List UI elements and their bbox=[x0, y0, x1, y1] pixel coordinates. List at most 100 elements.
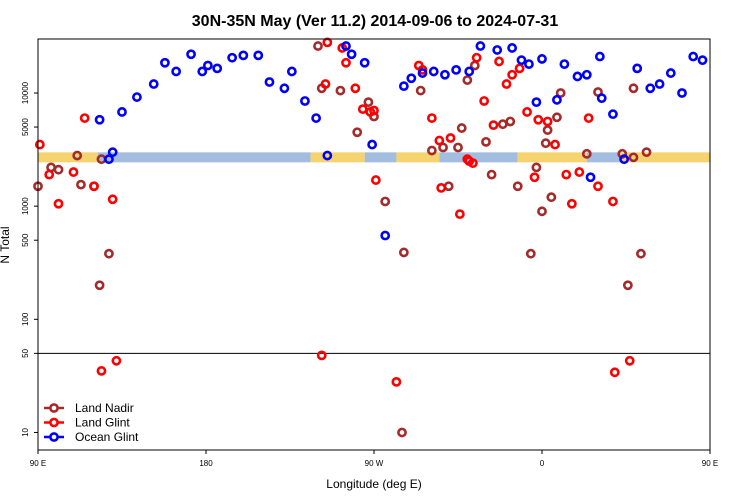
data-point bbox=[546, 192, 557, 203]
data-point bbox=[417, 68, 428, 78]
data-point bbox=[227, 52, 238, 63]
data-point bbox=[94, 114, 105, 125]
data-point bbox=[501, 79, 512, 89]
data-point bbox=[380, 196, 391, 207]
data-point bbox=[53, 164, 64, 175]
data-point bbox=[72, 150, 83, 161]
legend-label: Land Nadir bbox=[75, 401, 134, 415]
data-point bbox=[593, 181, 603, 192]
data-point bbox=[316, 350, 327, 361]
legend-marker bbox=[49, 403, 59, 413]
data-point bbox=[632, 63, 643, 74]
data-point bbox=[507, 69, 518, 80]
data-point bbox=[279, 83, 290, 94]
data-point bbox=[529, 172, 540, 183]
band-segment bbox=[97, 152, 311, 163]
legend-marker bbox=[49, 432, 59, 442]
data-point bbox=[486, 169, 497, 180]
data-point bbox=[475, 41, 486, 51]
data-point bbox=[561, 169, 572, 180]
data-point bbox=[96, 366, 107, 376]
data-point bbox=[583, 113, 594, 123]
chart-title: 30N-35N May (Ver 11.2) 2014-09-06 to 202… bbox=[192, 13, 559, 30]
legend-marker bbox=[49, 417, 59, 428]
band-segment bbox=[364, 152, 397, 163]
data-point bbox=[451, 64, 462, 75]
y-tick-label: 5000 bbox=[21, 118, 30, 136]
data-point bbox=[471, 52, 482, 63]
data-point bbox=[522, 107, 532, 117]
data-point bbox=[596, 93, 607, 104]
data-point bbox=[398, 81, 409, 92]
data-point bbox=[363, 97, 374, 108]
data-point bbox=[370, 175, 381, 185]
y-tick-label: 10 bbox=[21, 427, 30, 436]
data-point bbox=[481, 136, 491, 147]
data-point bbox=[479, 96, 490, 106]
data-point bbox=[436, 182, 447, 193]
data-point bbox=[624, 355, 635, 366]
data-point bbox=[497, 119, 508, 130]
x-axis: 90 E 180 90 W 0 90 E bbox=[30, 450, 718, 468]
data-point bbox=[572, 71, 583, 82]
data-point bbox=[391, 376, 402, 387]
data-point bbox=[581, 69, 592, 80]
data-point bbox=[440, 69, 450, 80]
data-point bbox=[566, 198, 577, 209]
band-segment bbox=[517, 152, 587, 163]
data-point bbox=[555, 88, 566, 98]
data-point bbox=[505, 116, 516, 127]
data-point bbox=[160, 57, 170, 68]
data-point bbox=[645, 83, 656, 94]
data-point bbox=[186, 49, 196, 60]
data-point bbox=[238, 50, 249, 61]
data-point bbox=[53, 198, 64, 209]
data-point bbox=[525, 248, 536, 259]
x-tick-label: 90 W bbox=[365, 459, 384, 468]
y-tick-label: 500 bbox=[21, 233, 30, 247]
data-point bbox=[665, 68, 676, 78]
data-point bbox=[438, 142, 448, 153]
data-point bbox=[434, 135, 445, 146]
y-axis-label: N Total bbox=[0, 226, 12, 263]
data-point bbox=[514, 63, 525, 74]
data-point bbox=[531, 162, 542, 173]
x-axis-label: Longitude (deg E) bbox=[326, 477, 421, 491]
data-point bbox=[44, 169, 55, 180]
data-point bbox=[462, 75, 473, 85]
data-point bbox=[552, 112, 562, 123]
data-point bbox=[542, 116, 553, 127]
data-point bbox=[542, 125, 553, 135]
data-point bbox=[111, 355, 122, 366]
data-point bbox=[104, 154, 114, 165]
data-point bbox=[352, 127, 363, 138]
data-point bbox=[346, 49, 357, 60]
series-land-nadir bbox=[33, 41, 652, 438]
y-axis: 10 50 100 500 1000 5000 10000 bbox=[21, 81, 38, 437]
x-tick-label: 90 E bbox=[30, 459, 46, 468]
y-tick-label: 1000 bbox=[21, 197, 30, 215]
data-point bbox=[311, 113, 322, 123]
x-tick-label: 90 E bbox=[702, 459, 718, 468]
data-point bbox=[609, 367, 620, 378]
data-point bbox=[608, 109, 618, 120]
data-point bbox=[341, 41, 351, 51]
data-point bbox=[641, 147, 652, 158]
data-point bbox=[104, 248, 114, 259]
band-segment bbox=[620, 152, 710, 163]
data-point bbox=[107, 147, 118, 158]
data-point bbox=[426, 145, 437, 156]
data-point bbox=[398, 247, 409, 258]
data-point bbox=[512, 181, 523, 192]
data-point bbox=[488, 120, 499, 131]
y-tick-label: 50 bbox=[21, 348, 30, 357]
data-point bbox=[628, 83, 639, 94]
data-point bbox=[540, 138, 551, 149]
data-point bbox=[286, 66, 297, 77]
data-point bbox=[688, 51, 699, 62]
data-point bbox=[202, 60, 213, 71]
data-point bbox=[76, 179, 86, 190]
legend-label: Ocean Glint bbox=[75, 430, 139, 444]
data-point bbox=[622, 280, 633, 291]
